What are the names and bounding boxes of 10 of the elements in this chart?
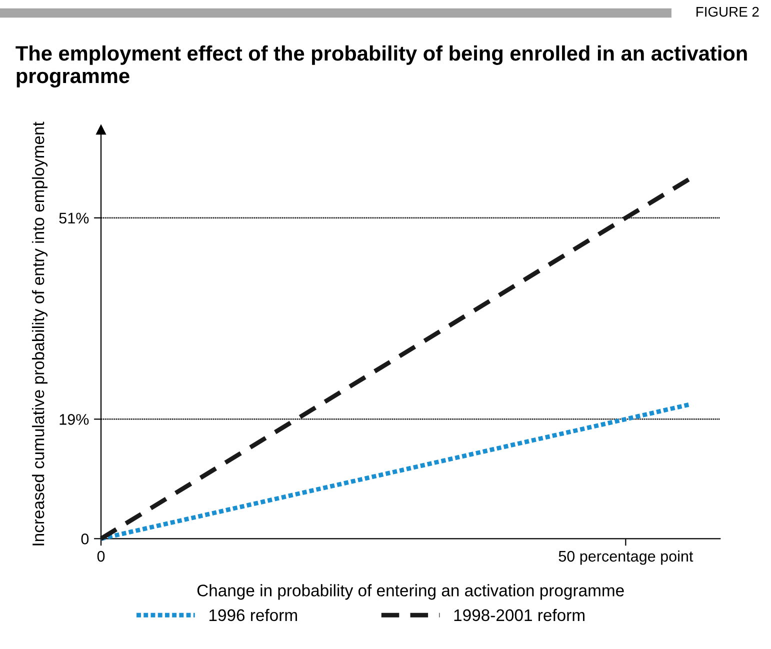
y-tick-label: 19% [60,414,89,425]
chart-title: The employment effect of the probability of being enrolled in an activation programme [16,45,747,88]
y-tick-label: 51% [59,212,89,224]
legend-label: 1996 reform [209,608,297,622]
legend-label: 1998-2001 reform [454,608,584,622]
y-axis-title: Increased cumulative probability of entry into employment [32,122,48,546]
y-tick-label: 0 [81,534,89,544]
x-axis-title: Change in probability of entering an activation programme [197,584,624,600]
caption: FIGURE 2 [696,6,759,17]
x-tick-label: 50 percentage point [558,550,694,565]
